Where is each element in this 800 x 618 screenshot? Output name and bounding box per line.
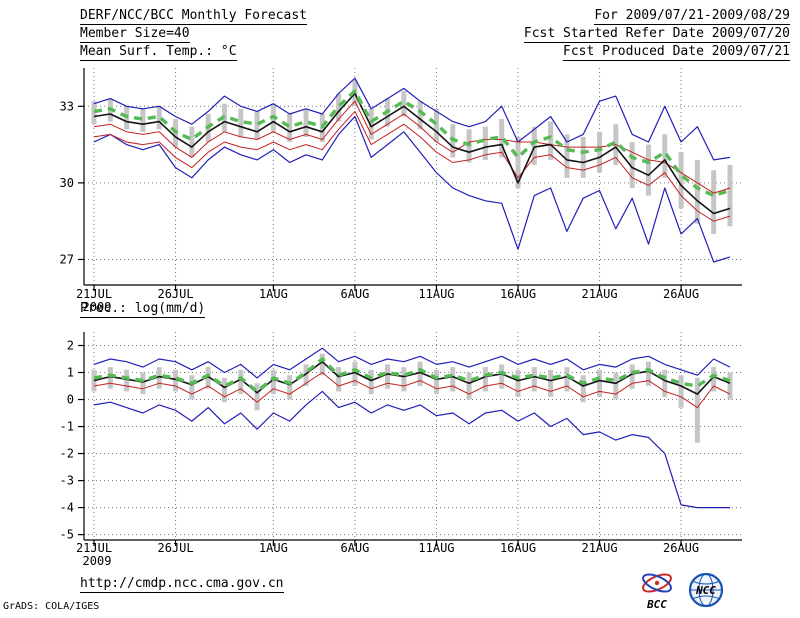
precip-panel-label: Prec.: log(mm/d) [80,301,206,318]
ensemble-min-line [93,390,730,509]
temp-panel-label: Mean Surf. Temp.: °C [80,44,237,61]
x-tick-label: 16AUG [500,287,536,301]
y-tick-label: -4 [60,501,74,515]
ensemble-min-line [93,115,731,263]
y-tick-label: -2 [60,447,74,461]
x-tick-label: 1AUG [259,541,288,555]
y-tick-label: 1 [67,366,74,380]
ncc-logo-globe [688,572,724,608]
y-tick-label: -5 [60,528,74,542]
x-tick-label: 21JUL [76,287,112,301]
x-tick-label: 21AUG [581,541,617,555]
y-tick-label: 2 [67,339,74,353]
x-tick-label: 21AUG [581,287,617,301]
bcc-logo-swirl [642,573,672,593]
ensemble-spread-bars [91,353,733,443]
bcc-logo: BCC [642,573,672,611]
ncc-logo: NCC [688,572,724,608]
ensemble-max-line [93,77,731,161]
fcst-produced-date: Fcst Produced Date 2009/07/21 [563,44,790,61]
x-tick-label: 1AUG [259,287,288,301]
ensemble-mean-line [93,89,731,198]
y-tick-label: 0 [67,393,74,407]
x-tick-year-label: 2009 [83,554,112,568]
y-tick-label: -1 [60,420,74,434]
page-title: DERF/NCC/BCC Monthly Forecast [80,8,307,25]
control-run-line [93,92,731,215]
x-tick-label: 21JUL [76,541,112,555]
x-tick-label: 11AUG [418,541,454,555]
y-tick-label: 30 [60,176,74,190]
x-tick-label: 26AUG [663,287,699,301]
ensemble-mean-line [93,357,731,394]
bcc-logo-text: BCC [646,598,667,611]
ensemble-max-line [93,347,731,379]
grads-credit: GrADS: COLA/IGES [3,601,100,612]
x-tick-label: 6AUG [340,287,369,301]
x-tick-label: 26JUL [157,287,193,301]
x-tick-label: 11AUG [418,287,454,301]
grid [84,68,742,285]
member-red-2-line [93,110,731,222]
source-url: http://cmdp.ncc.cma.gov.cn [80,576,284,593]
x-tick-label: 26AUG [663,541,699,555]
x-tick-label: 6AUG [340,541,369,555]
fcst-start-date: Fcst Started Refer Date 2009/07/20 [523,26,790,43]
x-tick-label: 26JUL [157,541,193,555]
y-tick-label: 27 [60,252,74,266]
y-tick-label: -3 [60,474,74,488]
x-tick-year-label: 2009 [83,300,112,314]
member-size-label: Member Size=40 [80,26,190,43]
control-run-line [93,360,731,395]
x-tick-label: 16AUG [500,541,536,555]
grid [84,332,742,540]
ncc-logo-text: NCC [695,584,716,597]
y-tick-label: 33 [60,99,74,113]
forecast-valid-range: For 2009/07/21-2009/08/29 [594,8,790,25]
member-red-1-line [93,372,731,409]
